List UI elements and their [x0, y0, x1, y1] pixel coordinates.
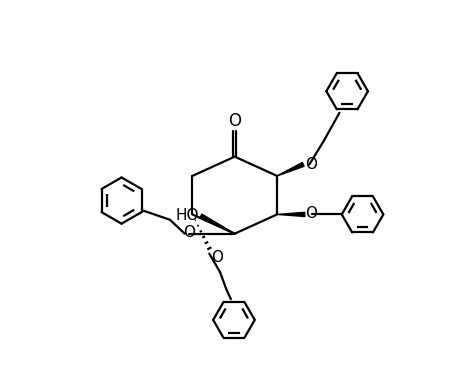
Text: HO: HO: [175, 208, 198, 223]
Polygon shape: [277, 212, 305, 217]
Text: O: O: [228, 113, 241, 130]
Text: O: O: [305, 157, 317, 172]
Text: O: O: [305, 206, 317, 221]
Polygon shape: [200, 214, 235, 234]
Polygon shape: [277, 163, 304, 176]
Text: O: O: [183, 225, 195, 241]
Text: O: O: [211, 250, 223, 265]
